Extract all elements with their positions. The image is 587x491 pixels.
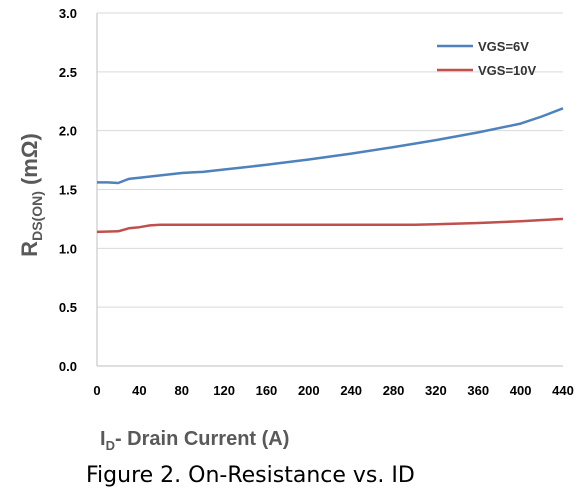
x-tick-labels: 0 40 80 120 160 200 240 280 320 360 400 440 <box>93 383 573 398</box>
legend-label: VGS=6V <box>478 39 529 54</box>
series-lines <box>96 107 564 234</box>
x-axis-label: ID- Drain Current (A) <box>100 428 289 453</box>
y-tick-label: 1.5 <box>59 183 77 198</box>
y-axis-label-main: R <box>17 241 42 257</box>
y-axis-label-unit: (mΩ) <box>17 133 42 191</box>
y-tick-label: 2.5 <box>59 65 77 80</box>
y-tick-label: 0.0 <box>59 359 77 374</box>
y-tick-label: 2.0 <box>59 124 77 139</box>
x-tick-label: 400 <box>510 383 532 398</box>
x-axis-label-main: I <box>100 428 106 450</box>
series-line-vgs-6v <box>97 107 564 185</box>
x-tick-label: 200 <box>298 383 320 398</box>
gridlines <box>97 12 563 367</box>
y-axis-label-sub: DS(ON) <box>29 191 45 241</box>
x-tick-label: 40 <box>132 383 146 398</box>
x-tick-label: 440 <box>552 383 574 398</box>
y-axis-label: RDS(ON) (mΩ) <box>17 133 45 257</box>
x-tick-label: 0 <box>93 383 100 398</box>
x-tick-label: 80 <box>174 383 188 398</box>
axes <box>96 13 563 367</box>
y-tick-labels: 0.0 0.5 1.0 1.5 2.0 2.5 3.0 <box>59 6 77 374</box>
x-tick-label: 120 <box>213 383 235 398</box>
x-tick-label: 160 <box>256 383 278 398</box>
y-tick-label: 0.5 <box>59 300 77 315</box>
x-tick-label: 360 <box>467 383 489 398</box>
x-tick-label: 320 <box>425 383 447 398</box>
x-tick-label: 280 <box>383 383 405 398</box>
y-tick-label: 1.0 <box>59 241 77 256</box>
series-line-vgs-10v <box>96 217 564 234</box>
x-axis-label-rest: - Drain Current (A) <box>115 428 289 450</box>
legend: VGS=6V VGS=10V <box>437 39 537 78</box>
x-axis-label-sub: D <box>106 438 115 453</box>
figure-caption: Figure 2. On-Resistance vs. ID <box>86 463 415 488</box>
legend-label: VGS=10V <box>478 63 537 78</box>
y-tick-label: 3.0 <box>59 6 77 21</box>
x-tick-label: 240 <box>340 383 362 398</box>
